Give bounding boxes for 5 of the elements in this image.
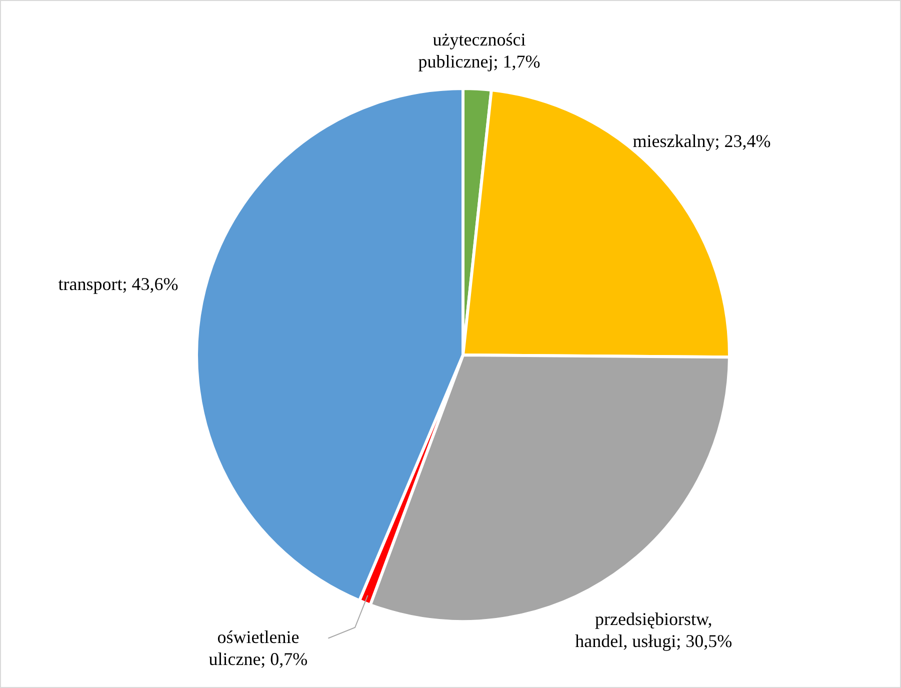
slice-label: przedsiębiorstw, handel, usługi; 30,5%: [575, 609, 732, 652]
slice-label: mieszkalny; 23,4%: [632, 130, 771, 151]
slice-label: transport; 43,6%: [58, 274, 178, 294]
slice-label: użyteczności publicznej; 1,7%: [418, 29, 540, 72]
slice-label: oświetlenie uliczne; 0,7%: [208, 626, 308, 669]
